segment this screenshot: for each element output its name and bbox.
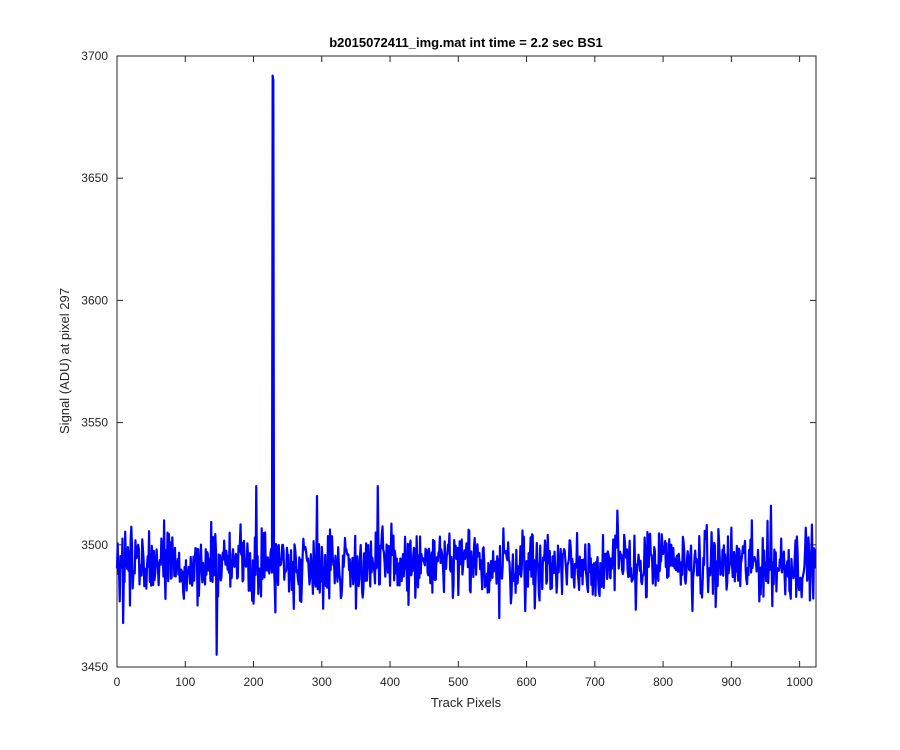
x-tick-label: 500: [448, 675, 468, 689]
x-tick-label: 600: [517, 675, 537, 689]
chart-title: b2015072411_img.mat int time = 2.2 sec B…: [329, 35, 603, 50]
x-tick-label: 700: [585, 675, 605, 689]
x-tick-label: 200: [244, 675, 264, 689]
y-tick-label: 3550: [81, 416, 108, 430]
x-tick-label: 1000: [786, 675, 813, 689]
x-tick-label: 0: [114, 675, 121, 689]
y-tick-label: 3700: [81, 49, 108, 63]
x-tick-label: 100: [175, 675, 195, 689]
y-axis-label: Signal (ADU) at pixel 297: [57, 288, 72, 434]
y-tick-label: 3600: [81, 293, 108, 307]
axis-ticks: 0 100 200 300 400 500 600 700 800 900 1000 3450 3500…: [81, 49, 816, 689]
x-tick-label: 300: [312, 675, 332, 689]
x-tick-label: 400: [380, 675, 400, 689]
y-tick-label: 3450: [81, 660, 108, 674]
series-line: [115, 74, 817, 656]
x-tick-label: 900: [721, 675, 741, 689]
y-tick-label: 3650: [81, 171, 108, 185]
x-tick-label: 800: [653, 675, 673, 689]
x-axis-label: Track Pixels: [431, 695, 502, 710]
y-tick-label: 3500: [81, 538, 108, 552]
